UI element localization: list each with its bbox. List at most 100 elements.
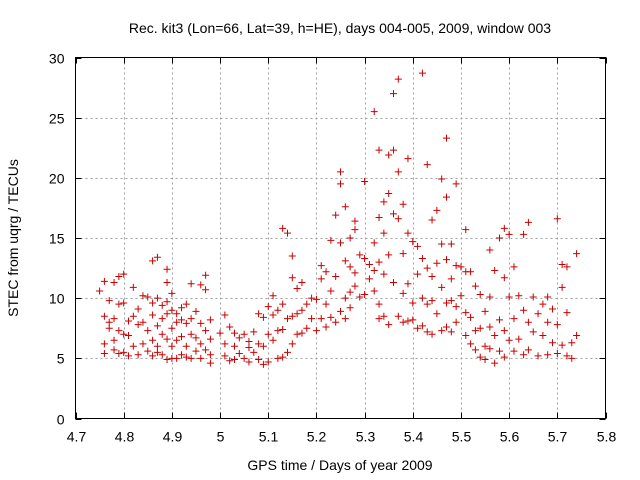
data-point-marker: [346, 234, 354, 242]
data-point-marker: [438, 240, 446, 248]
data-point-marker: [221, 352, 229, 360]
data-point-marker: [356, 251, 364, 259]
data-point-marker: [438, 283, 446, 291]
data-point-marker: [365, 260, 373, 268]
data-point-marker: [467, 268, 475, 276]
data-point-marker: [443, 299, 450, 307]
data-point-marker: [370, 239, 378, 247]
data-point-marker: [134, 305, 142, 313]
data-point-marker: [269, 311, 277, 319]
data-point-marker: [110, 346, 118, 354]
data-point-marker: [202, 271, 210, 279]
data-point-marker: [317, 262, 325, 270]
data-point-marker: [279, 353, 287, 361]
data-point-marker: [206, 335, 214, 343]
data-point-marker: [327, 236, 335, 244]
data-point-marker: [173, 336, 181, 344]
data-point-marker: [563, 309, 571, 317]
data-point-marker: [163, 279, 171, 287]
data-point-marker: [288, 274, 296, 282]
data-point-marker: [308, 315, 316, 323]
data-point-marker: [322, 300, 330, 308]
data-point-marker: [279, 224, 287, 232]
y-tick-label: 25: [49, 111, 65, 127]
data-point-marker: [158, 315, 166, 323]
data-point-marker: [206, 359, 214, 367]
x-tick-label: 5.1: [259, 429, 279, 445]
x-tick-label: 5.3: [356, 429, 376, 445]
data-point-marker: [187, 330, 195, 338]
data-point-marker: [187, 354, 195, 362]
data-point-marker: [520, 230, 528, 238]
data-point-marker: [139, 318, 147, 326]
data-point-marker: [505, 230, 513, 238]
data-point-marker: [178, 333, 185, 341]
data-point-marker: [168, 289, 176, 297]
data-point-marker: [327, 287, 335, 295]
data-point-marker: [394, 168, 402, 176]
data-point-marker: [404, 229, 412, 237]
data-point-marker: [409, 316, 417, 324]
x-tick-label: 5.2: [307, 429, 327, 445]
data-point-marker: [496, 234, 503, 242]
data-point-marker: [235, 334, 243, 342]
data-point-marker: [481, 307, 489, 315]
data-points: [96, 69, 581, 368]
data-point-marker: [380, 270, 388, 278]
data-point-marker: [510, 315, 518, 323]
data-point-marker: [153, 342, 161, 350]
data-point-marker: [563, 352, 571, 360]
data-point-marker: [120, 330, 128, 338]
data-point-marker: [221, 340, 229, 348]
data-point-marker: [341, 257, 349, 265]
data-point-marker: [120, 299, 128, 307]
data-point-marker: [500, 274, 508, 282]
x-tick-label: 5: [217, 429, 225, 445]
data-point-marker: [380, 229, 388, 237]
data-point-marker: [187, 280, 195, 288]
data-point-marker: [414, 324, 422, 332]
x-axis-label: GPS time / Days of year 2009: [247, 457, 432, 473]
data-point-marker: [298, 279, 306, 287]
data-point-marker: [149, 311, 157, 319]
y-axis-label: STEC from uqrg / TECUs: [5, 159, 21, 317]
data-point-marker: [438, 327, 446, 335]
data-point-marker: [486, 293, 494, 301]
data-point-marker: [418, 294, 426, 302]
x-tick-label: 4.7: [67, 429, 87, 445]
x-tick-label: 4.9: [163, 429, 183, 445]
data-point-marker: [568, 339, 576, 347]
data-point-marker: [202, 327, 210, 335]
data-point-marker: [332, 273, 340, 281]
data-point-marker: [375, 300, 383, 308]
data-point-marker: [399, 250, 407, 258]
data-point-marker: [197, 281, 205, 289]
data-point-marker: [351, 282, 359, 290]
data-point-marker: [192, 347, 200, 355]
data-point-marker: [231, 356, 238, 364]
data-point-marker: [399, 318, 407, 326]
x-axis-tick-labels: 4.7 4.8 4.9 5 5.1 5.2 5.3 5.4 5.5 5.6 5.7 5.8: [67, 429, 617, 445]
data-point-marker: [394, 312, 402, 320]
data-point-marker: [467, 340, 475, 348]
data-point-marker: [390, 90, 397, 98]
data-point-marker: [231, 329, 238, 337]
data-point-marker: [226, 357, 234, 365]
y-tick-label: 15: [49, 231, 65, 247]
data-point-marker: [264, 303, 272, 311]
data-point-marker: [404, 317, 412, 325]
data-point-marker: [447, 328, 455, 336]
data-point-marker: [129, 283, 137, 291]
data-point-marker: [284, 315, 291, 323]
data-point-marker: [100, 312, 108, 320]
data-point-marker: [433, 310, 441, 318]
data-point-marker: [500, 353, 508, 361]
y-tick-label: 20: [49, 171, 65, 187]
data-point-marker: [274, 327, 282, 335]
data-point-marker: [288, 252, 296, 260]
data-point-marker: [284, 229, 291, 237]
data-point-marker: [553, 350, 561, 358]
data-point-marker: [144, 327, 152, 335]
data-point-marker: [443, 256, 450, 264]
data-point-marker: [149, 336, 157, 344]
